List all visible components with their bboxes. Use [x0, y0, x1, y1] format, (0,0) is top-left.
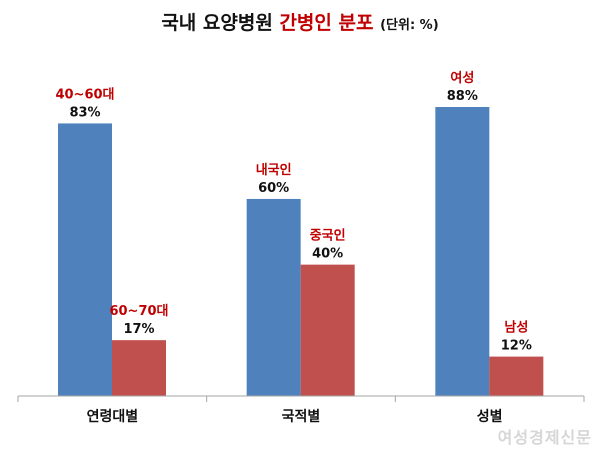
value-label: 88% — [447, 89, 478, 104]
value-label: 40% — [312, 247, 343, 262]
title-highlight: 간병인 분포 — [279, 12, 374, 34]
bar-category-label: 여성 — [450, 70, 474, 86]
bar-blue — [435, 107, 490, 396]
watermark: 여성경제신문 — [497, 428, 592, 447]
chart-title: 국내 요양병원 간병인 분포 (단위: %) — [0, 8, 600, 35]
bar-red — [489, 356, 544, 396]
title-unit: (단위: %) — [380, 18, 439, 33]
bar-category-label: 60~70대 — [109, 304, 168, 319]
bar-category-label: 40~60대 — [55, 87, 114, 102]
bar-blue — [246, 198, 301, 396]
bar-category-label: 내국인 — [256, 162, 292, 178]
value-label: 60% — [258, 181, 289, 196]
value-label: 83% — [69, 105, 100, 120]
bar-category-label: 남성 — [504, 320, 528, 336]
x-tick-label: 국적별 — [282, 408, 321, 425]
x-tick-label: 성별 — [477, 408, 503, 425]
bar-blue — [58, 123, 112, 396]
value-label: 17% — [123, 322, 154, 337]
x-tick-label: 연령대별 — [87, 408, 139, 425]
value-label: 12% — [501, 339, 532, 354]
bar-category-label: 중국인 — [310, 228, 346, 244]
bar-red — [112, 340, 166, 396]
title-main: 국내 요양병원 — [161, 12, 273, 34]
bar-red — [300, 264, 355, 396]
